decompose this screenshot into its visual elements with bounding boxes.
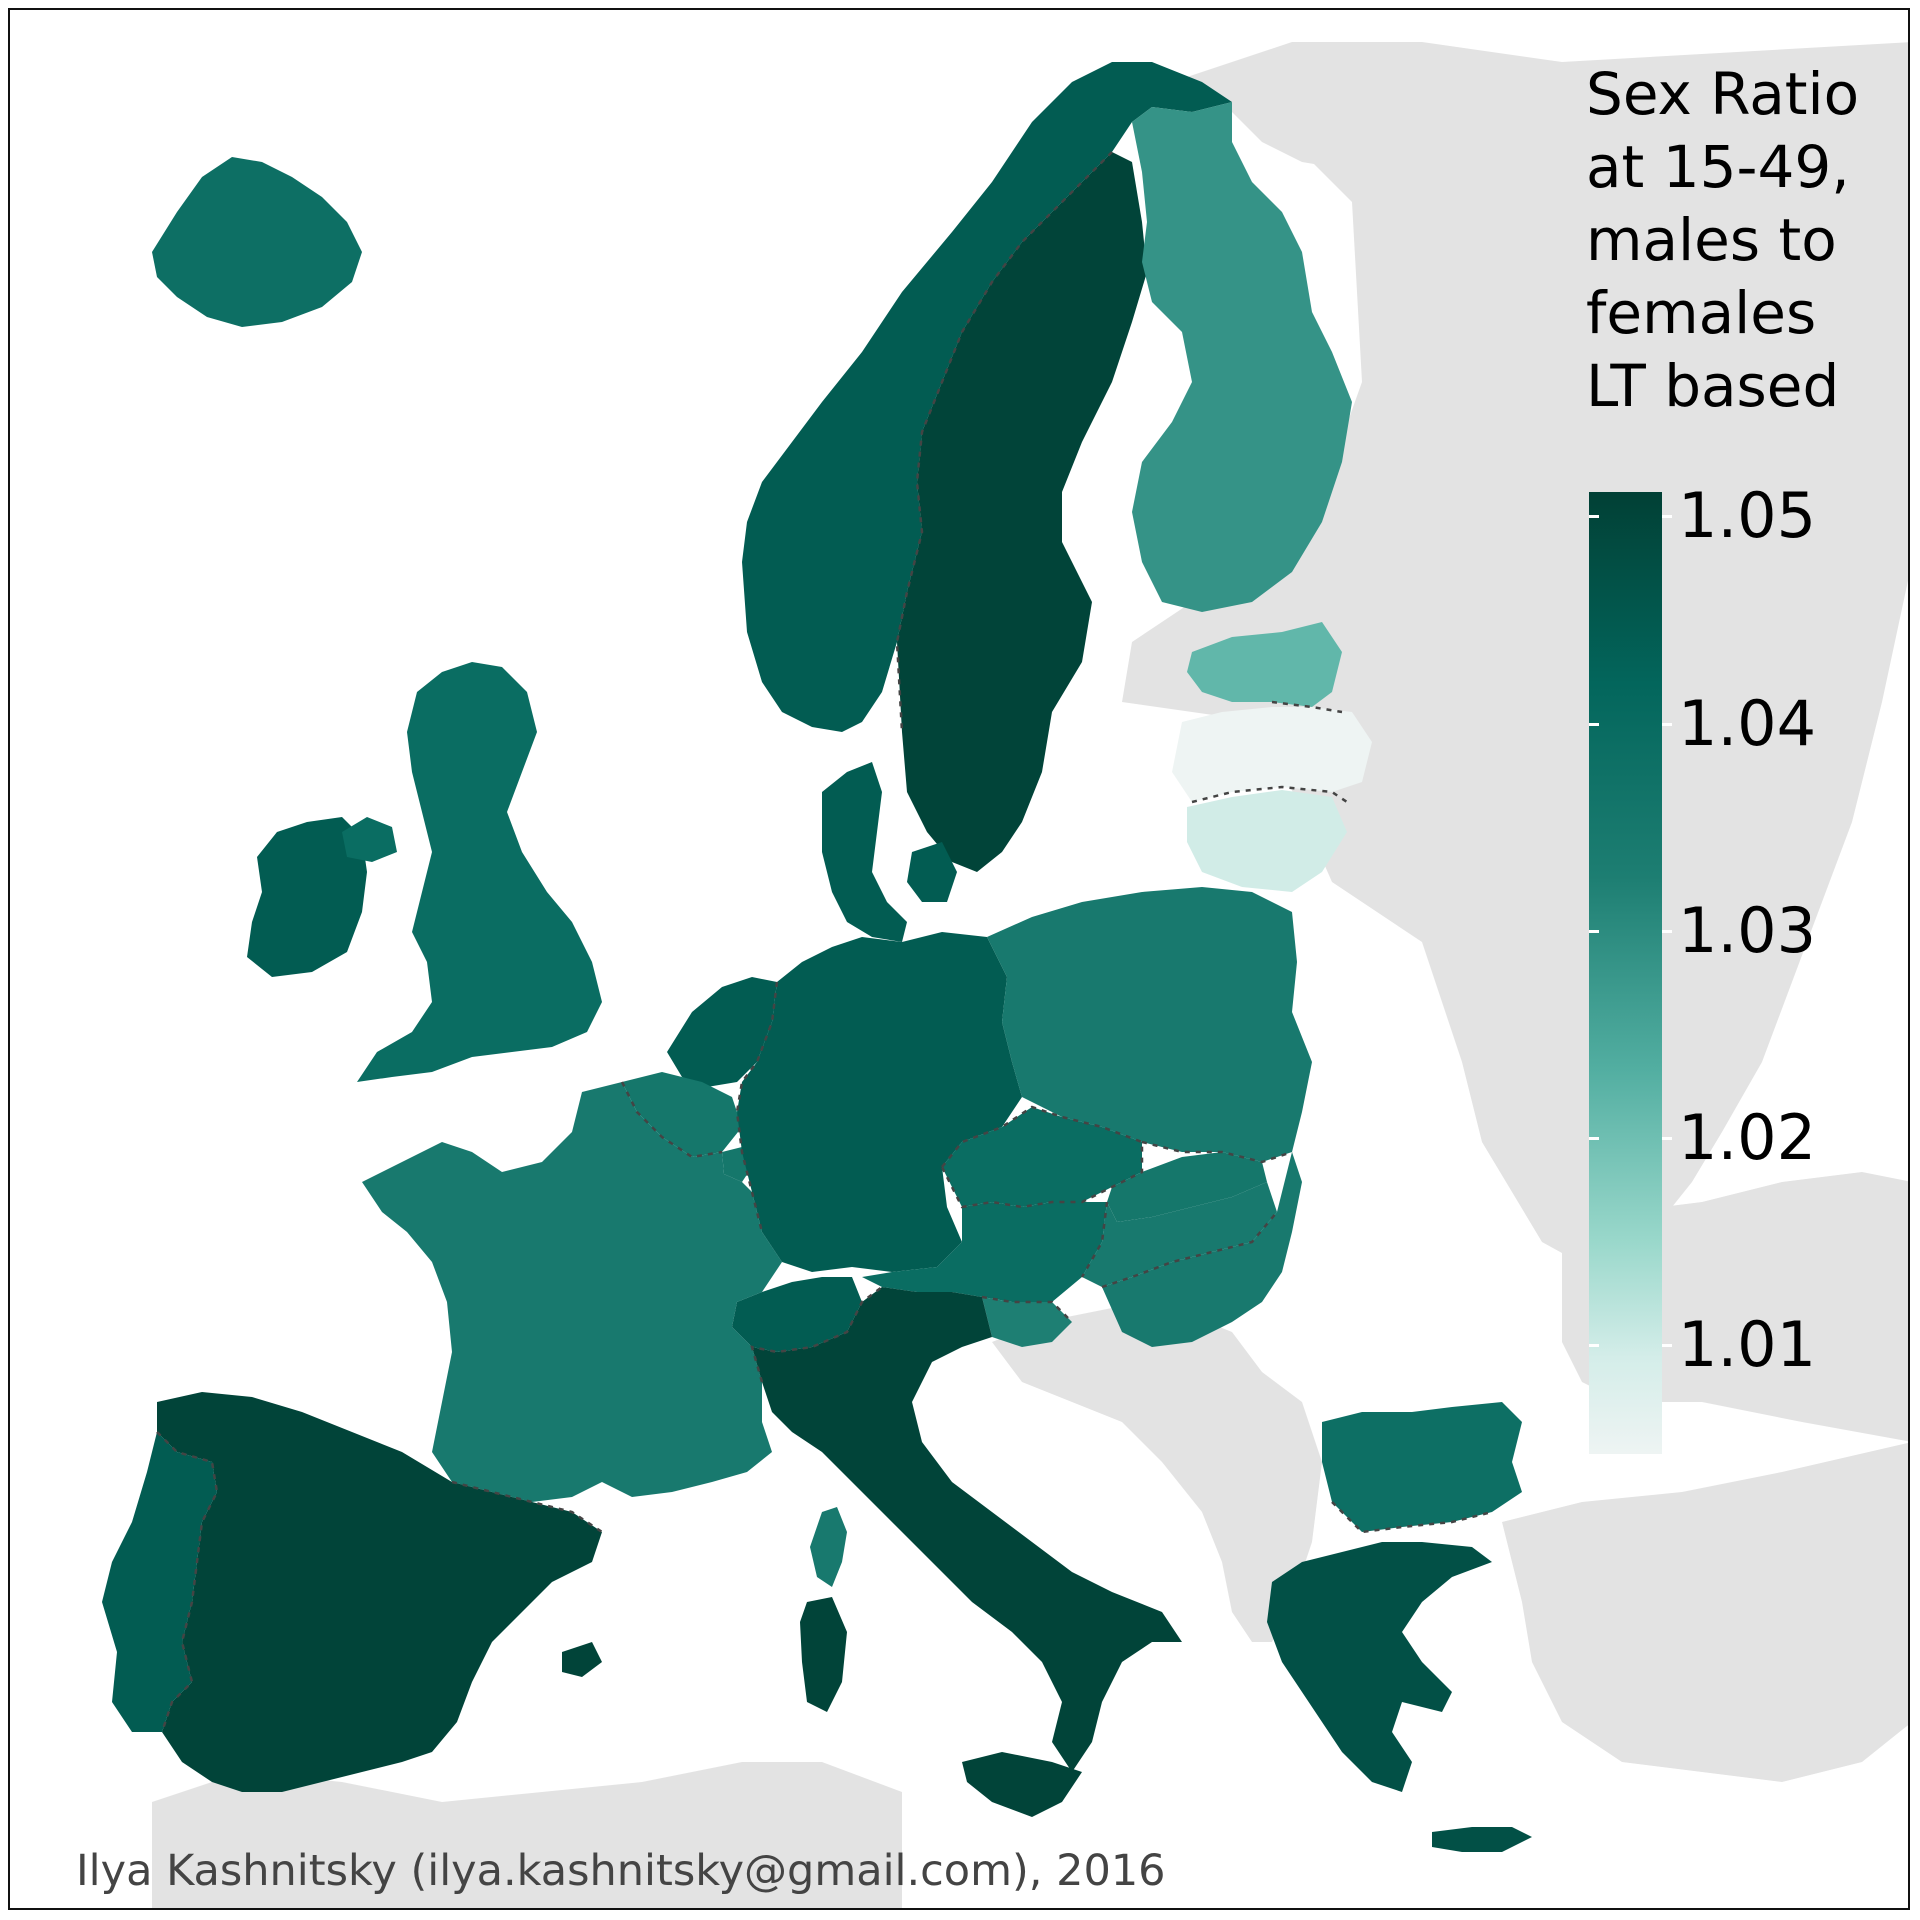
country-france [362, 1082, 782, 1502]
border-spain-france [451, 1480, 603, 1534]
country-romania [1102, 1152, 1302, 1347]
balkans-region [992, 1302, 1322, 1642]
legend-title: Sex Ratio at 15-49, males to females LT … [1586, 58, 1886, 423]
kola-region [1232, 62, 1402, 172]
legend-tick-mark [1662, 1137, 1672, 1140]
legend-title-line-3: males to [1586, 206, 1837, 274]
country-bulgaria [1322, 1402, 1522, 1532]
turkey-region [1502, 1442, 1908, 1782]
country-spain [157, 1392, 602, 1792]
legend-tick-mark [1662, 1344, 1672, 1347]
border-hungary [1080, 1201, 1278, 1289]
border-bulgaria-greece [1331, 1501, 1493, 1534]
legend-tick-label: 1.05 [1678, 479, 1817, 552]
border-belgium-france [620, 1081, 723, 1159]
north-africa-region [152, 1762, 902, 1908]
border-germany-benelux [735, 981, 779, 1233]
country-slovakia [1107, 1152, 1267, 1222]
country-united-kingdom [342, 662, 602, 1082]
country-germany [737, 932, 1022, 1272]
map-frame: Sex Ratio at 15-49, males to females LT … [8, 8, 1910, 1910]
legend-tick-mark [1589, 1344, 1599, 1347]
country-estonia [1187, 622, 1342, 707]
legend-tick-label: 1.02 [1678, 1101, 1817, 1174]
author-credit: Ilya Kashnitsky (ilya.kashnitsky@gmail.c… [76, 1846, 1166, 1896]
no-data-land [152, 42, 1908, 1908]
legend-tick-mark [1589, 723, 1599, 726]
country-denmark [822, 762, 957, 942]
legend-title-line-4: females [1586, 279, 1817, 347]
legend-tick-mark [1589, 515, 1599, 518]
country-belgium [622, 1072, 742, 1157]
border-spain-portugal [156, 1431, 219, 1733]
legend-tick-mark [1589, 930, 1599, 933]
country-austria [862, 1202, 1107, 1302]
country-lithuania [1187, 790, 1347, 892]
legend-colorbar [1589, 492, 1662, 1454]
border-poland-slovakia [1141, 1140, 1293, 1164]
country-czech-republic [942, 1107, 1142, 1207]
legend-tick-mark [1662, 930, 1672, 933]
russia-region [1122, 42, 1908, 1264]
legend-tick-mark [1589, 1137, 1599, 1140]
dashed-borders [156, 151, 1493, 1733]
country-portugal [102, 1432, 217, 1732]
legend-tick-mark [1662, 515, 1672, 518]
country-latvia [1172, 707, 1372, 802]
border-norway-sweden [895, 151, 1113, 733]
legend-title-line-1: Sex Ratio [1586, 60, 1860, 128]
country-slovenia [982, 1297, 1072, 1347]
europe-map [102, 42, 1908, 1908]
legend-tick-mark [1662, 723, 1672, 726]
legend-tick-label: 1.03 [1678, 894, 1817, 967]
border-austria-slovenia [981, 1295, 1073, 1323]
legend-title-line-2: at 15-49, [1586, 133, 1850, 201]
country-corsica [810, 1507, 847, 1587]
country-sweden [897, 152, 1147, 872]
legend-title-line-5: LT based [1586, 352, 1840, 420]
country-italy [752, 1287, 1182, 1817]
country-switzerland [732, 1277, 862, 1352]
country-norway [742, 62, 1232, 732]
country-ireland [247, 817, 367, 977]
country-poland [987, 887, 1312, 1162]
country-netherlands [667, 977, 777, 1087]
border-czech [940, 1105, 1144, 1209]
border-latvia-lithuania [1191, 785, 1348, 804]
legend-tick-label: 1.04 [1678, 687, 1817, 760]
country-iceland [152, 157, 362, 327]
country-finland [1132, 102, 1352, 612]
legend-tick-label: 1.01 [1678, 1308, 1817, 1381]
countries [102, 62, 1532, 1852]
country-hungary [1082, 1182, 1277, 1287]
border-italy-switzerland [750, 1286, 883, 1383]
border-estonia-latvia [1271, 700, 1343, 714]
country-greece [1267, 1542, 1532, 1852]
